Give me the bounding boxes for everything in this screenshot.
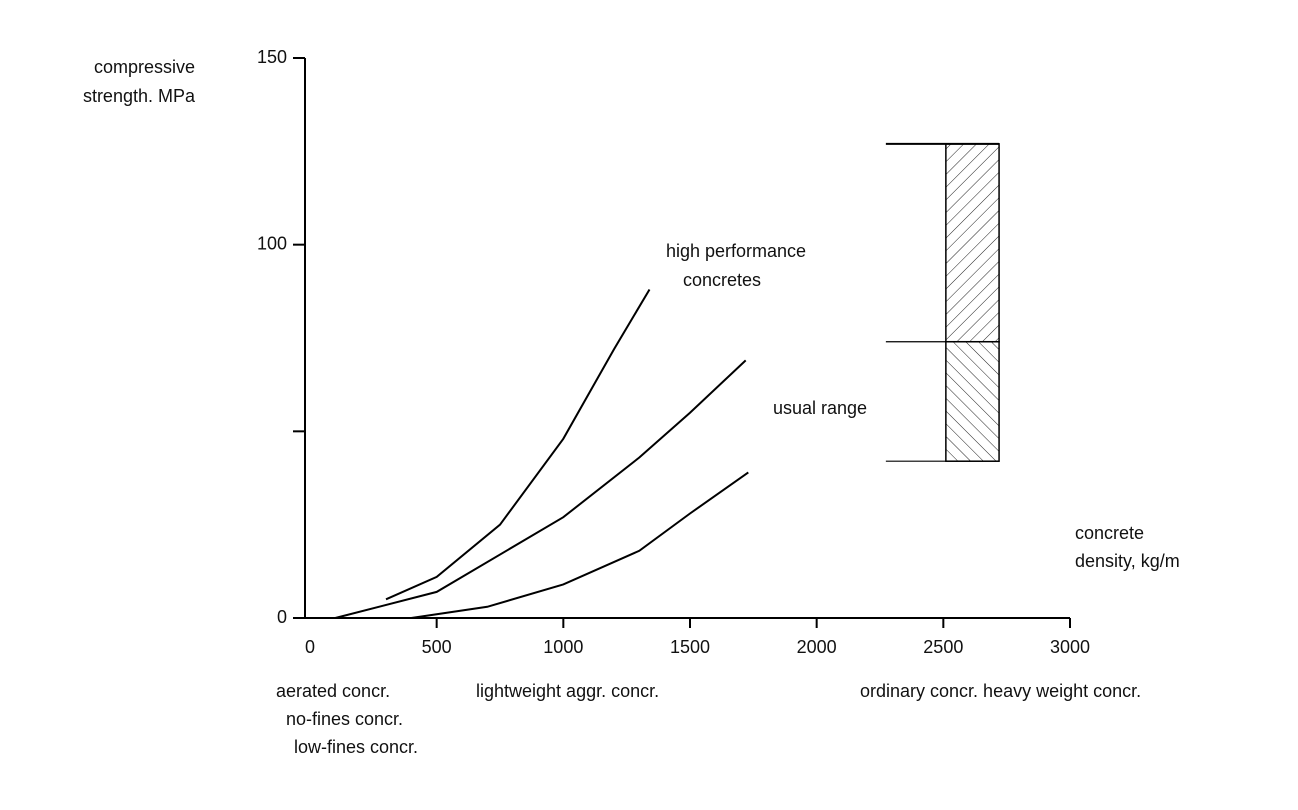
- x-tick-label: 1000: [543, 637, 583, 657]
- line-series: [335, 359, 747, 619]
- x-tick-label: 1500: [670, 637, 710, 657]
- x-group-label: lightweight aggr. concr.: [476, 681, 659, 701]
- range-upper: [945, 143, 1000, 343]
- x-axis-label: density, kg/m: [1075, 551, 1180, 571]
- range-lower: [945, 340, 1000, 462]
- line-series: [411, 471, 749, 619]
- x-tick-label: 2000: [797, 637, 837, 657]
- x-tick-label: 2500: [923, 637, 963, 657]
- x-group-label: ordinary concr. heavy weight concr.: [860, 681, 1141, 701]
- x-axis-label: concrete: [1075, 523, 1144, 543]
- annotation: high performance: [666, 241, 806, 261]
- y-tick-label: 150: [257, 47, 287, 67]
- x-tick-label: 0: [305, 637, 315, 657]
- range-label: usual range: [773, 398, 867, 418]
- y-tick-label: 100: [257, 233, 287, 253]
- x-tick-label: 3000: [1050, 637, 1090, 657]
- x-group-label: no-fines concr.: [286, 709, 403, 729]
- x-tick-label: 500: [422, 637, 452, 657]
- line-series: [385, 288, 651, 601]
- annotation: concretes: [683, 270, 761, 290]
- x-group-label: aerated concr.: [276, 681, 390, 701]
- y-axis-label: strength. MPa: [83, 86, 196, 106]
- y-tick-label: 0: [277, 607, 287, 627]
- x-group-label: low-fines concr.: [294, 737, 418, 757]
- y-axis-label: compressive: [94, 57, 195, 77]
